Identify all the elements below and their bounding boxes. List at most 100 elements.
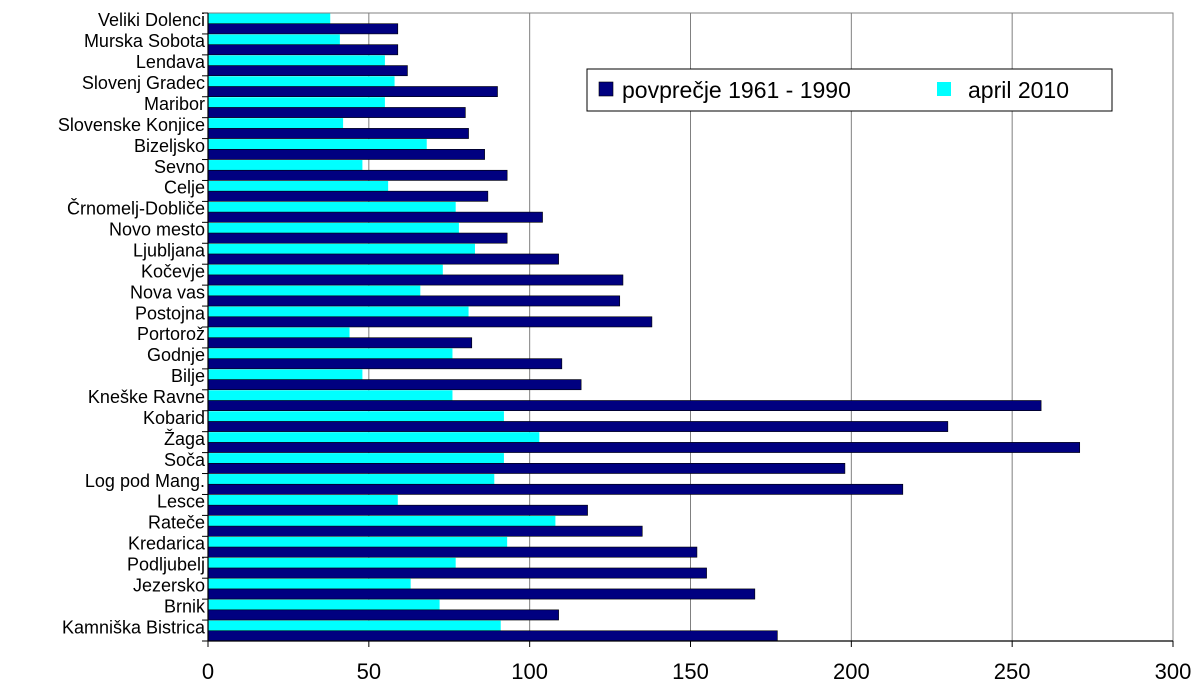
bar-april-2010-23	[208, 494, 398, 506]
bar-povprecje-28	[207, 609, 559, 621]
x-tick-label: 200	[833, 659, 870, 684]
bar-povprecje-2	[207, 65, 408, 77]
x-tick-label: 150	[672, 659, 709, 684]
bar-povprecje-5	[207, 128, 469, 139]
bar-april-2010-27	[208, 578, 411, 589]
category-label: Podljubelj	[127, 554, 205, 574]
category-label: Lendava	[136, 52, 206, 72]
x-tick-label: 50	[357, 659, 381, 684]
bar-povprecje-22	[207, 483, 904, 495]
bar-april-2010-16	[208, 348, 453, 359]
category-label: Kredarica	[128, 534, 206, 554]
bar-april-2010-7	[208, 160, 363, 171]
bar-povprecje-19	[207, 421, 949, 432]
bar-april-2010-13	[208, 285, 421, 296]
category-label: Kočevje	[141, 261, 205, 281]
bar-povprecje-17	[207, 379, 582, 391]
category-label: Veliki Dolenci	[98, 10, 205, 30]
bar-povprecje-29	[207, 630, 778, 642]
x-tick-label: 250	[994, 659, 1031, 684]
category-label: Celje	[164, 178, 205, 198]
bar-april-2010-4	[208, 97, 385, 108]
bar-povprecje-11	[207, 253, 559, 265]
category-label: Murska Sobota	[84, 31, 206, 51]
bar-april-2010-21	[208, 453, 504, 464]
category-label: Žaga	[164, 429, 206, 449]
category-label: Brnik	[164, 596, 206, 616]
bar-april-2010-15	[208, 327, 350, 338]
bar-povprecje-20	[207, 442, 1081, 453]
bar-povprecje-12	[207, 274, 624, 286]
category-label: Kneške Ravne	[88, 387, 205, 407]
bar-april-2010-12	[208, 264, 443, 275]
bar-povprecje-16	[207, 358, 563, 370]
bar-povprecje-14	[207, 316, 653, 328]
category-label: Bilje	[171, 366, 205, 386]
bar-april-2010-26	[208, 557, 456, 568]
category-label: Rateče	[148, 513, 205, 533]
category-label: Bizeljsko	[134, 136, 205, 156]
bar-april-2010-25	[208, 536, 508, 548]
category-label: Novo mesto	[109, 220, 205, 240]
category-label: Slovenj Gradec	[82, 73, 205, 93]
category-label: Nova vas	[130, 282, 205, 302]
bar-povprecje-4	[207, 107, 466, 118]
category-label: Godnje	[147, 345, 205, 365]
bar-april-2010-17	[208, 369, 363, 380]
bar-april-2010-5	[208, 118, 344, 129]
legend: povprečje 1961 - 1990 april 2010	[586, 68, 1113, 112]
category-label: Slovenske Konjice	[58, 115, 205, 135]
bar-povprecje-15	[207, 337, 473, 349]
legend-box	[586, 68, 1113, 112]
bar-povprecje-18	[207, 400, 1042, 411]
bar-april-2010-0	[208, 13, 331, 24]
category-label: Log pod Mang.	[85, 471, 205, 491]
bar-april-2010-8	[208, 180, 389, 192]
bar-povprecje-9	[207, 211, 543, 223]
bar-april-2010-1	[208, 34, 340, 45]
bar-april-2010-3	[208, 76, 395, 87]
x-tick-label: 0	[202, 659, 214, 684]
bar-april-2010-20	[208, 432, 540, 443]
bar-april-2010-19	[208, 411, 504, 422]
category-label: Soča	[164, 450, 206, 470]
bar-april-2010-2	[208, 55, 385, 66]
bar-april-2010-14	[208, 306, 469, 317]
bar-povprecje-0	[207, 23, 399, 35]
legend-label-povprecje: povprečje 1961 - 1990	[622, 77, 851, 103]
bar-povprecje-23	[207, 504, 588, 516]
bar-april-2010-6	[208, 139, 427, 150]
bars-group	[207, 13, 1081, 642]
bar-povprecje-27	[207, 588, 756, 600]
bar-povprecje-6	[207, 149, 485, 160]
category-label: Lesce	[157, 492, 205, 512]
legend-label-april-2010: april 2010	[968, 77, 1069, 103]
category-label: Postojna	[135, 303, 206, 323]
bar-povprecje-24	[207, 525, 643, 537]
bar-april-2010-9	[208, 201, 456, 213]
x-axis-ticks: 0 50 100 150 200 250 300	[202, 640, 1192, 684]
bar-povprecje-26	[207, 567, 707, 579]
bar-april-2010-28	[208, 599, 440, 610]
category-label: Kobarid	[143, 408, 205, 428]
category-label: Ljubljana	[133, 240, 206, 260]
bar-povprecje-1	[207, 44, 399, 56]
category-label: Sevno	[154, 157, 205, 177]
category-label: Maribor	[144, 94, 205, 114]
x-tick-label: 300	[1155, 659, 1192, 684]
bar-april-2010-18	[208, 390, 453, 401]
bar-povprecje-10	[207, 232, 508, 244]
category-label: Kamniška Bistrica	[62, 617, 206, 637]
bar-april-2010-24	[208, 515, 556, 527]
category-label: Portorož	[137, 324, 205, 344]
bar-april-2010-22	[208, 474, 495, 485]
bar-povprecje-3	[207, 86, 498, 97]
x-tick-label: 100	[511, 659, 548, 684]
bar-povprecje-21	[207, 462, 846, 474]
bar-povprecje-25	[207, 546, 698, 558]
bar-povprecje-13	[207, 295, 621, 307]
bar-april-2010-10	[208, 222, 459, 234]
bar-april-2010-11	[208, 243, 475, 254]
category-label: Jezersko	[133, 575, 205, 595]
